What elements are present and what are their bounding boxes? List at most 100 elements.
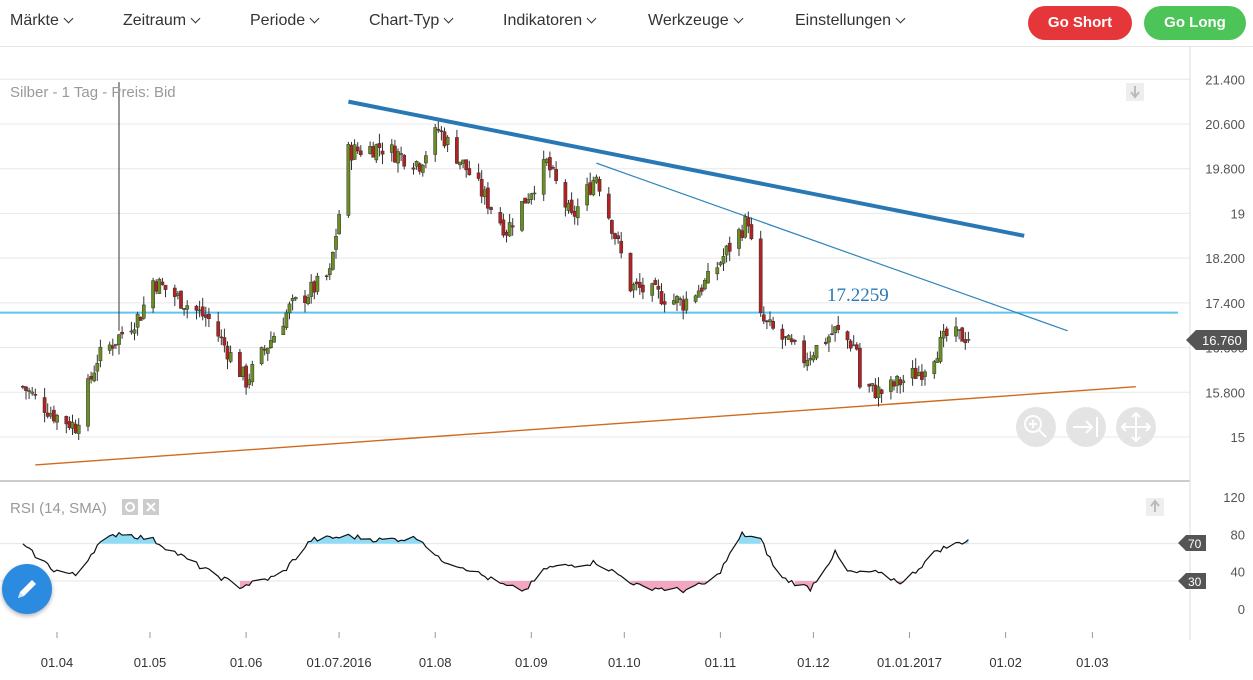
candle-body: [696, 290, 701, 298]
menu-chart-typ[interactable]: Chart-Typ: [369, 12, 454, 30]
candle-body: [895, 375, 899, 386]
candle-body: [585, 184, 589, 206]
menu-werkzeuge[interactable]: Werkzeuge: [648, 12, 744, 30]
candle-body: [114, 343, 118, 346]
candle-body: [653, 280, 658, 285]
menu-label: Indikatoren: [503, 12, 583, 29]
candle-body: [358, 150, 363, 155]
rsi-upload-icon[interactable]: [1146, 498, 1164, 516]
menu-indikatoren[interactable]: Indikatoren: [503, 12, 597, 30]
candle-body: [176, 293, 180, 296]
trendline-resistance-secondary[interactable]: [596, 162, 1068, 332]
candle-body: [371, 146, 376, 158]
candle-body: [938, 336, 943, 362]
candle-body: [532, 192, 537, 195]
menu-zeitraum[interactable]: Zeitraum: [123, 12, 201, 30]
candle-body: [424, 155, 428, 164]
scroll-to-end-icon[interactable]: [1066, 407, 1106, 447]
candle-body: [541, 159, 546, 195]
candle-body: [575, 206, 580, 219]
price-tick-label: 21.400: [1205, 72, 1245, 87]
draw-pencil-button[interactable]: [2, 564, 52, 614]
candle-body: [86, 378, 90, 427]
candle-body: [628, 252, 633, 292]
candle-body: [117, 334, 121, 345]
candle-body: [966, 339, 971, 341]
candle-body: [194, 305, 199, 311]
candle-body: [219, 336, 224, 339]
candle-body: [892, 381, 896, 387]
menu-einstellungen[interactable]: Einstellungen: [795, 12, 906, 30]
rsi-overbought-area: [100, 532, 157, 544]
candle-body: [486, 187, 490, 209]
candle-body: [715, 267, 720, 275]
candle-body: [765, 320, 769, 323]
rsi-settings-icon[interactable]: [122, 499, 138, 515]
move-icon[interactable]: [1116, 407, 1156, 447]
candle-body: [389, 144, 394, 153]
candle-body: [132, 329, 137, 334]
candle-body: [591, 180, 596, 196]
candle-body: [867, 383, 872, 387]
candle-body: [935, 358, 940, 363]
candle-body: [259, 347, 264, 365]
candle-body: [848, 340, 853, 349]
candle-body: [507, 222, 512, 237]
candle-body: [913, 367, 918, 379]
candle-body: [854, 344, 859, 350]
candles: [21, 82, 971, 441]
go-short-button[interactable]: Go Short: [1028, 6, 1132, 40]
candle-body: [272, 336, 276, 343]
go-long-button[interactable]: Go Long: [1144, 6, 1246, 40]
rsi-close-icon[interactable]: [143, 499, 159, 515]
candle-body: [436, 128, 441, 131]
zoom-icon[interactable]: [1016, 407, 1056, 447]
menu-maerkte[interactable]: Märkte: [10, 12, 74, 30]
candle-body: [439, 130, 444, 132]
candle-body: [135, 313, 140, 328]
candle-body: [377, 143, 382, 148]
download-icon[interactable]: [1126, 83, 1144, 101]
candle-body: [520, 201, 524, 231]
x-tick-label: 01.10: [608, 655, 641, 670]
candle-body: [898, 379, 903, 386]
pencil-icon: [18, 580, 36, 598]
candle-body: [482, 189, 487, 198]
candle-body: [954, 326, 958, 337]
candle-body: [610, 220, 614, 234]
candle-body: [693, 295, 698, 302]
candle-body: [151, 280, 155, 309]
candle-body: [138, 316, 143, 321]
candle-body: [684, 298, 689, 311]
candle-body: [48, 413, 53, 417]
candle-body: [337, 214, 341, 235]
candle-body: [566, 202, 571, 211]
rsi-oversold-area: [500, 581, 532, 592]
candle-body: [461, 159, 465, 164]
candle-body: [910, 367, 915, 379]
candle-body: [489, 207, 493, 210]
candle-body: [783, 336, 788, 338]
trendline-resistance-main[interactable]: [348, 99, 1025, 238]
horizontal-line-label: 17.2259: [827, 285, 889, 306]
candle-body: [634, 281, 639, 285]
menu-periode[interactable]: Periode: [250, 12, 320, 30]
rsi-oversold-area: [794, 581, 817, 592]
x-tick-label: 01.03: [1076, 655, 1109, 670]
candle-body: [27, 390, 31, 392]
candle-body: [216, 321, 221, 337]
candle-body: [306, 297, 310, 304]
candle-body: [89, 376, 93, 380]
candle-body: [916, 372, 921, 377]
candle-body: [789, 338, 794, 343]
candle-body: [758, 238, 763, 313]
candle-body: [833, 326, 837, 334]
trendline-support[interactable]: [35, 385, 1136, 466]
candle-body: [551, 167, 555, 169]
candle-body: [501, 219, 506, 236]
axis-labels: 21.40020.60019.8001918.20017.40016.60015…: [41, 72, 1245, 670]
candle-body: [544, 158, 549, 164]
candle-body: [455, 137, 459, 164]
x-tick-label: 01.07.2016: [307, 655, 372, 670]
